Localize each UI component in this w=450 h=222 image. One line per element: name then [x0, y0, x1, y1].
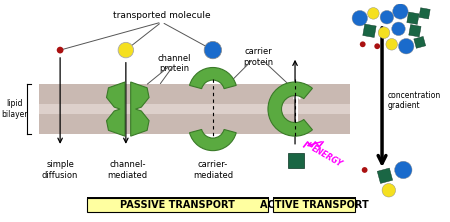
FancyBboxPatch shape [288, 153, 304, 168]
Text: PASSIVE TRANSPORT: PASSIVE TRANSPORT [120, 200, 235, 210]
FancyBboxPatch shape [39, 84, 350, 134]
FancyBboxPatch shape [407, 12, 419, 24]
Circle shape [395, 161, 412, 179]
Text: ACTIVE TRANSPORT: ACTIVE TRANSPORT [260, 200, 368, 210]
Circle shape [378, 27, 390, 38]
Text: channel-
mediated: channel- mediated [108, 160, 148, 180]
Circle shape [380, 10, 394, 24]
Circle shape [352, 10, 368, 26]
Circle shape [393, 4, 408, 19]
Circle shape [360, 41, 365, 47]
Circle shape [57, 47, 63, 54]
FancyBboxPatch shape [419, 8, 430, 19]
Text: simple
diffusion: simple diffusion [42, 160, 78, 180]
FancyBboxPatch shape [363, 24, 376, 38]
Wedge shape [189, 129, 236, 151]
Wedge shape [189, 67, 236, 89]
Text: lipid
bilayer: lipid bilayer [1, 99, 28, 119]
FancyBboxPatch shape [39, 104, 350, 114]
FancyBboxPatch shape [87, 198, 268, 212]
FancyBboxPatch shape [377, 168, 393, 183]
Text: ENERGY: ENERGY [310, 144, 344, 169]
FancyBboxPatch shape [273, 198, 355, 212]
Circle shape [374, 43, 380, 49]
Circle shape [118, 42, 134, 58]
Circle shape [399, 38, 414, 54]
Text: transported molecule: transported molecule [113, 11, 211, 20]
FancyBboxPatch shape [414, 36, 426, 48]
Circle shape [368, 8, 379, 19]
Text: channel
protein: channel protein [158, 54, 191, 73]
Text: carrier-
mediated: carrier- mediated [193, 160, 233, 180]
Text: carrier
protein: carrier protein [243, 47, 273, 67]
Text: concentration
gradient: concentration gradient [388, 91, 441, 110]
Circle shape [204, 41, 221, 59]
Circle shape [386, 38, 397, 50]
Polygon shape [130, 82, 149, 136]
Wedge shape [268, 82, 312, 136]
Circle shape [362, 167, 368, 173]
Circle shape [392, 22, 405, 36]
FancyBboxPatch shape [409, 25, 421, 37]
Polygon shape [107, 82, 125, 136]
Circle shape [382, 184, 396, 197]
